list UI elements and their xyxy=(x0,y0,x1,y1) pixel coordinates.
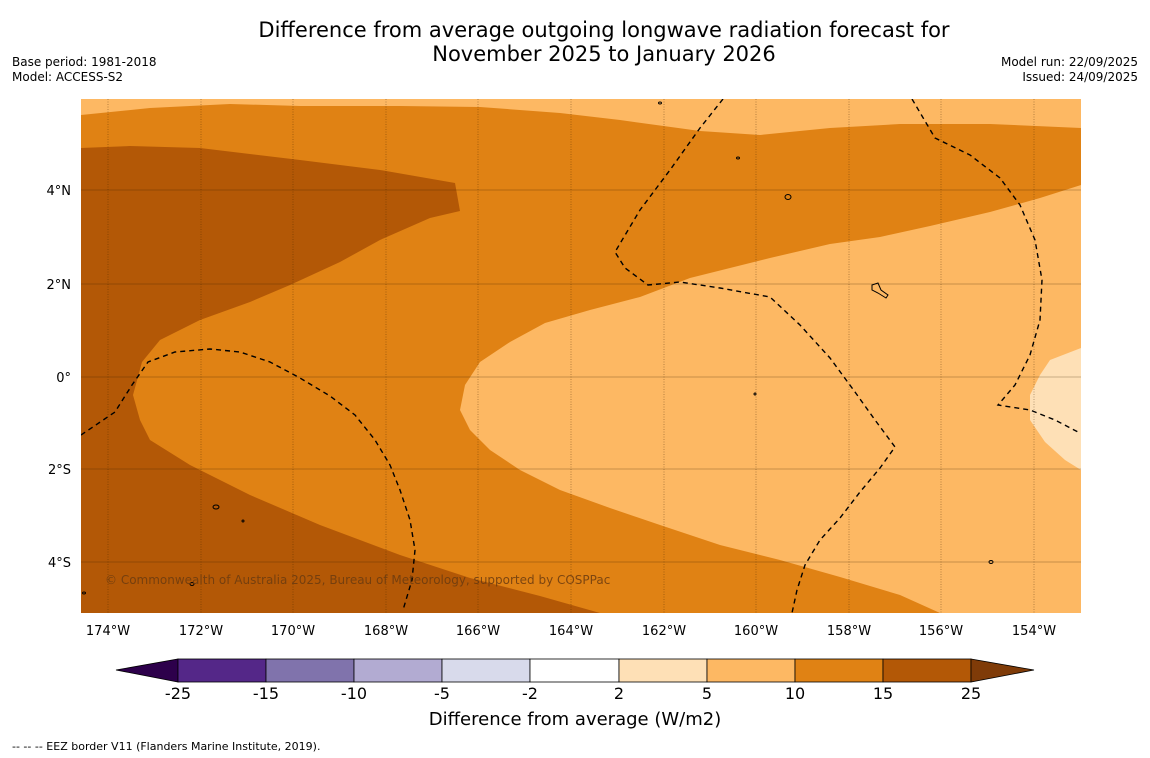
colorbar-segment-neg5-neg2 xyxy=(441,658,531,683)
latitude-labels: 4°N 2°N 0° 2°S 4°S xyxy=(47,184,72,571)
eez-border-east xyxy=(911,99,1079,433)
lon-label-160w: 160°W xyxy=(734,624,778,639)
meridians xyxy=(107,99,1035,613)
eez-footnote: -- -- -- EEZ border V11 (Flanders Marine… xyxy=(12,740,321,753)
cb-tick-25: 25 xyxy=(961,684,981,703)
cb-tick-neg2: -2 xyxy=(522,684,538,703)
meta-right: Model run: 22/09/2025 Issued: 24/09/2025 xyxy=(1001,55,1138,85)
island-6 xyxy=(212,504,220,510)
colorbar-ticks: -25 -15 -10 -5 -2 2 5 10 15 25 xyxy=(165,684,981,703)
cb-tick-2: 2 xyxy=(614,684,624,703)
lon-label-166w: 166°W xyxy=(456,624,500,639)
colorbar-segment-neg15-neg10 xyxy=(265,658,355,683)
map-plot-area xyxy=(81,99,1081,613)
island-3 xyxy=(784,194,792,200)
colorbar-segment-2-5 xyxy=(618,658,708,683)
cb-tick-5: 5 xyxy=(702,684,712,703)
longitude-labels: 174°W 172°W 170°W 168°W 166°W 164°W 162°… xyxy=(86,624,1056,639)
island-2 xyxy=(736,156,740,160)
colorbar-extend-min xyxy=(115,658,179,683)
island-5 xyxy=(753,392,757,396)
eez-borders xyxy=(81,99,1079,613)
lat-label-0: 0° xyxy=(56,371,71,386)
meta-left: Base period: 1981-2018 Model: ACCESS-S2 xyxy=(12,55,157,85)
cb-tick-neg15: -15 xyxy=(253,684,279,703)
eez-border-west xyxy=(81,348,416,611)
colorbar-segment-neg2-2 xyxy=(529,658,620,683)
cb-tick-10: 10 xyxy=(785,684,805,703)
lon-label-154w: 154°W xyxy=(1012,624,1056,639)
colorbar-segment-neg10-neg5 xyxy=(353,658,443,683)
island-9 xyxy=(988,560,994,564)
island-1 xyxy=(658,101,662,105)
colorbar-segment-10-15 xyxy=(794,658,884,683)
issued-date: Issued: 24/09/2025 xyxy=(1022,70,1138,84)
model-name: Model: ACCESS-S2 xyxy=(12,70,124,84)
title-line-1: Difference from average outgoing longwav… xyxy=(258,18,950,42)
map-title: Difference from average outgoing longwav… xyxy=(0,18,1150,66)
island-10 xyxy=(82,591,86,595)
island-4 xyxy=(871,282,889,299)
region-15-25-west xyxy=(81,99,600,613)
base-period: Base period: 1981-2018 xyxy=(12,55,157,69)
lat-label-2n: 2°N xyxy=(47,278,72,293)
lon-label-158w: 158°W xyxy=(827,624,871,639)
colorbar xyxy=(115,658,1035,683)
region-5-10-east xyxy=(460,185,1081,613)
lat-label-4s: 4°S xyxy=(48,556,71,571)
region-5-10-north xyxy=(81,99,1081,135)
model-run: Model run: 22/09/2025 xyxy=(1000,55,1138,69)
cb-tick-neg25: -25 xyxy=(165,684,191,703)
cb-tick-15: 15 xyxy=(873,684,893,703)
copyright-notice: © Commonwealth of Australia 2025, Bureau… xyxy=(105,573,611,587)
cb-tick-neg10: -10 xyxy=(341,684,367,703)
colorbar-segment-15-25 xyxy=(882,658,972,683)
lat-label-2s: 2°S xyxy=(48,463,71,478)
eez-border-central xyxy=(614,99,896,613)
colorbar-segment-5-10 xyxy=(706,658,796,683)
lon-label-168w: 168°W xyxy=(364,624,408,639)
colorbar-title: Difference from average (W/m2) xyxy=(428,709,722,730)
cb-tick-neg5: -5 xyxy=(434,684,450,703)
lat-label-4n: 4°N xyxy=(47,184,72,199)
island-8 xyxy=(189,582,195,586)
gridlines xyxy=(81,189,1081,563)
colorbar-extend-max xyxy=(970,658,1035,683)
colorbar-segment-neg25-neg15 xyxy=(177,658,267,683)
title-line-2: November 2025 to January 2026 xyxy=(432,42,776,66)
lon-label-162w: 162°W xyxy=(642,624,686,639)
lon-label-156w: 156°W xyxy=(919,624,963,639)
lon-label-172w: 172°W xyxy=(179,624,223,639)
region-2-5-east xyxy=(1030,348,1081,470)
lon-label-174w: 174°W xyxy=(86,624,130,639)
lon-label-164w: 164°W xyxy=(549,624,593,639)
island-7 xyxy=(241,519,245,523)
lon-label-170w: 170°W xyxy=(271,624,315,639)
islands xyxy=(82,101,994,595)
